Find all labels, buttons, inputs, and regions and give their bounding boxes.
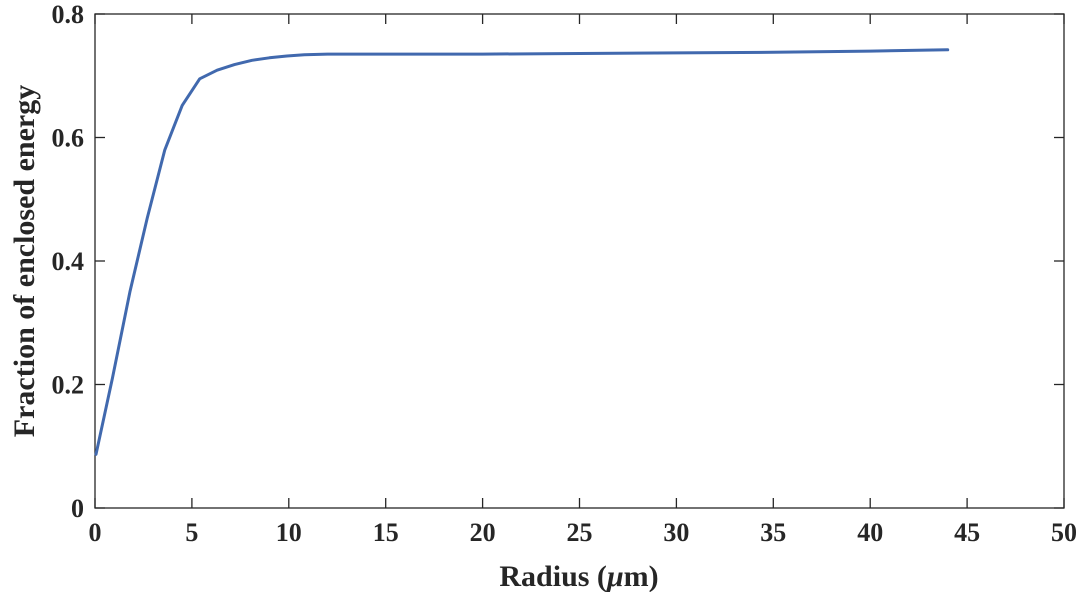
x-tick-label: 5 bbox=[185, 518, 198, 547]
x-tick-label: 40 bbox=[857, 518, 883, 547]
x-tick-label: 0 bbox=[89, 518, 102, 547]
axis-tick-labels: 0 5 10 15 20 25 30 35 40 45 50 0 0.2 0.4 0.6 0.8 bbox=[52, 0, 1078, 547]
series-line bbox=[94, 48, 950, 456]
y-tick-label: 0.4 bbox=[52, 247, 85, 276]
x-tick-label: 10 bbox=[276, 518, 302, 547]
x-tick-label: 30 bbox=[663, 518, 689, 547]
x-tick-label: 25 bbox=[567, 518, 593, 547]
y-tick-label: 0.8 bbox=[52, 0, 85, 29]
axis-ticks bbox=[94, 13, 1065, 509]
x-axis-title: Radius (μm) bbox=[499, 560, 658, 592]
y-axis-title: Fraction of enclosed energy bbox=[8, 85, 41, 437]
x-tick-label: 15 bbox=[373, 518, 399, 547]
x-tick-label: 45 bbox=[954, 518, 980, 547]
x-tick-label: 35 bbox=[760, 518, 786, 547]
y-tick-label: 0.2 bbox=[52, 371, 85, 400]
x-tick-label: 20 bbox=[470, 518, 496, 547]
y-tick-label: 0.6 bbox=[52, 124, 85, 153]
x-tick-label: 50 bbox=[1051, 518, 1077, 547]
y-tick-label: 0 bbox=[71, 494, 84, 523]
plot-area-frame bbox=[94, 13, 1065, 509]
data-series bbox=[94, 48, 950, 456]
